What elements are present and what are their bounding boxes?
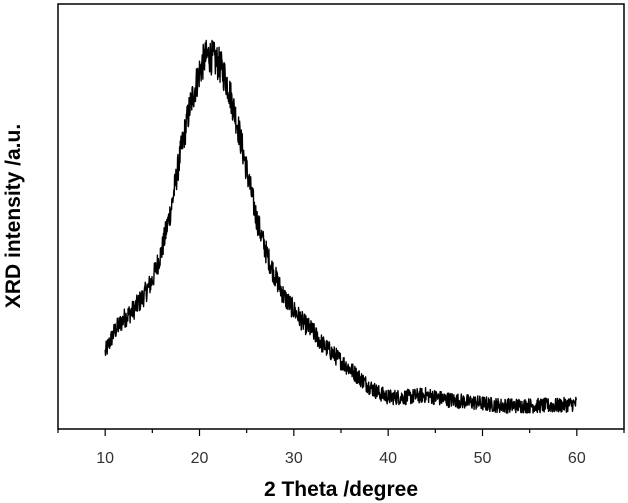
x-tick-label: 10 bbox=[96, 450, 114, 467]
x-axis-title: 2 Theta /degree bbox=[264, 478, 418, 501]
y-axis-title: XRD intensity /a.u. bbox=[2, 124, 25, 308]
x-tick-label: 20 bbox=[191, 450, 209, 467]
x-tick-label: 30 bbox=[285, 450, 303, 467]
xrd-pattern-line bbox=[105, 40, 577, 413]
x-axis-ticks bbox=[58, 429, 624, 436]
x-axis-tick-labels: 10 20 30 40 50 60 bbox=[96, 450, 586, 467]
x-tick-label: 40 bbox=[379, 450, 397, 467]
x-tick-label: 60 bbox=[568, 450, 586, 467]
x-tick-label: 50 bbox=[474, 450, 492, 467]
